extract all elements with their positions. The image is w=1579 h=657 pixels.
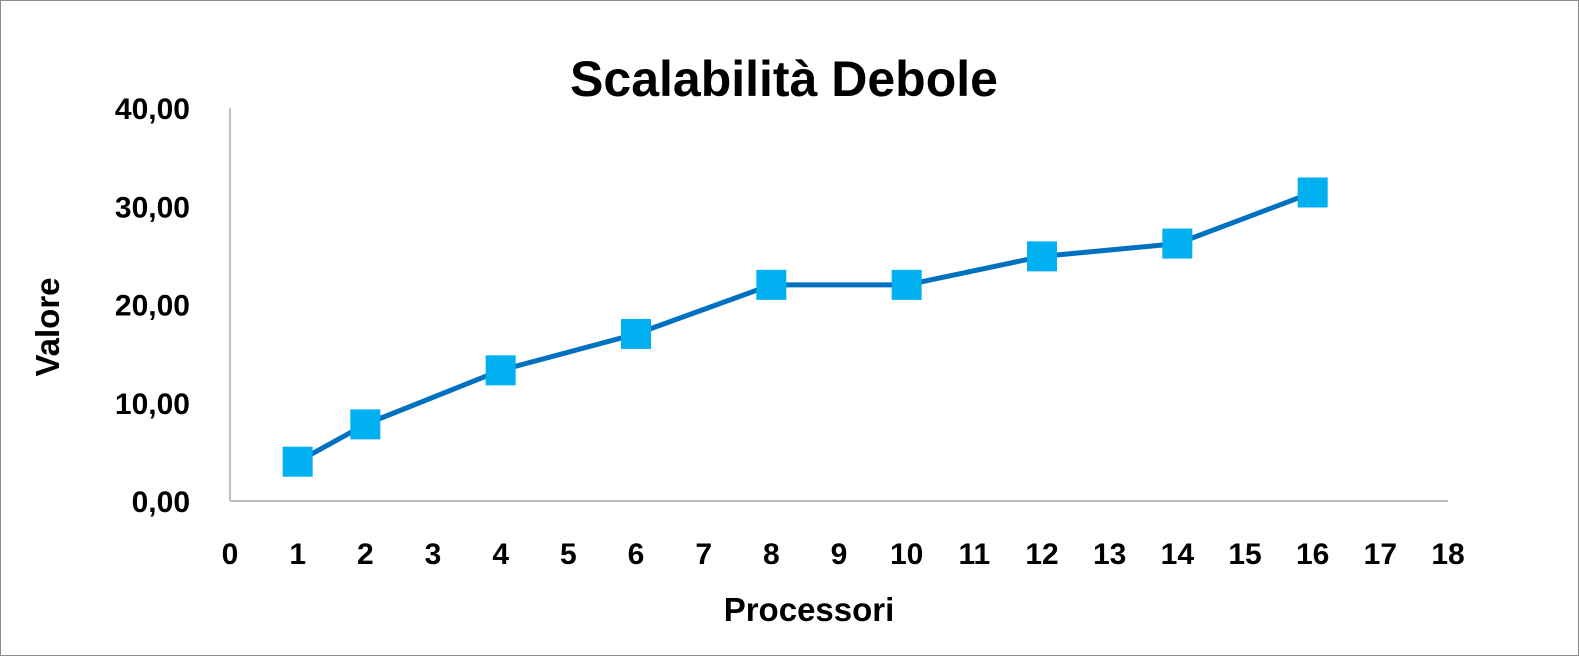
x-tick-label: 3	[425, 538, 442, 571]
data-point-marker	[282, 446, 313, 477]
data-point-marker	[891, 269, 922, 300]
chart-title: Scalabilità Debole	[570, 51, 998, 107]
x-tick-label: 8	[763, 538, 780, 571]
x-tick-label: 2	[357, 538, 374, 571]
data-point-marker	[756, 269, 787, 300]
series-line	[296, 190, 1314, 464]
y-tick-label: 10,00	[115, 388, 190, 421]
x-tick-label: 13	[1093, 538, 1126, 571]
x-tick-label: 14	[1161, 538, 1195, 571]
x-tick-label: 10	[890, 538, 923, 571]
y-tick-label: 0,00	[132, 486, 190, 519]
axes	[229, 108, 1448, 502]
x-tick-label: 12	[1025, 538, 1058, 571]
data-point-marker	[621, 318, 651, 349]
y-tick-label: 40,00	[115, 93, 190, 126]
x-tick-label: 18	[1431, 538, 1464, 571]
series-group	[282, 177, 1328, 477]
y-tick-labels: 0,00 10,00 20,00 30,00 40,00	[115, 93, 190, 519]
x-tick-label: 4	[492, 538, 509, 571]
y-tick-label: 30,00	[115, 191, 190, 224]
x-axis-title: Processori	[724, 591, 895, 628]
x-tick-label: 17	[1364, 538, 1397, 571]
x-tick-label: 9	[831, 538, 848, 571]
data-point-marker	[1027, 241, 1057, 272]
x-tick-label: 1	[289, 538, 306, 571]
x-tick-label: 7	[695, 538, 712, 571]
x-tick-label: 0	[222, 538, 239, 571]
x-tick-label: 15	[1228, 538, 1261, 571]
x-tick-labels: 0 1 2 3 4 5 6 7 8 9 10 11 12 13 14 15 16 17 18	[222, 538, 1465, 571]
x-tick-label: 16	[1296, 538, 1329, 571]
data-point-marker	[485, 355, 516, 386]
x-tick-label: 6	[628, 538, 645, 571]
x-tick-label: 11	[958, 538, 990, 571]
data-point-marker	[350, 409, 381, 440]
data-point-marker	[1297, 177, 1328, 208]
y-tick-label: 20,00	[115, 290, 190, 323]
data-point-marker	[1162, 228, 1193, 259]
y-axis-title: Valore	[29, 277, 66, 376]
x-tick-label: 5	[560, 538, 577, 571]
